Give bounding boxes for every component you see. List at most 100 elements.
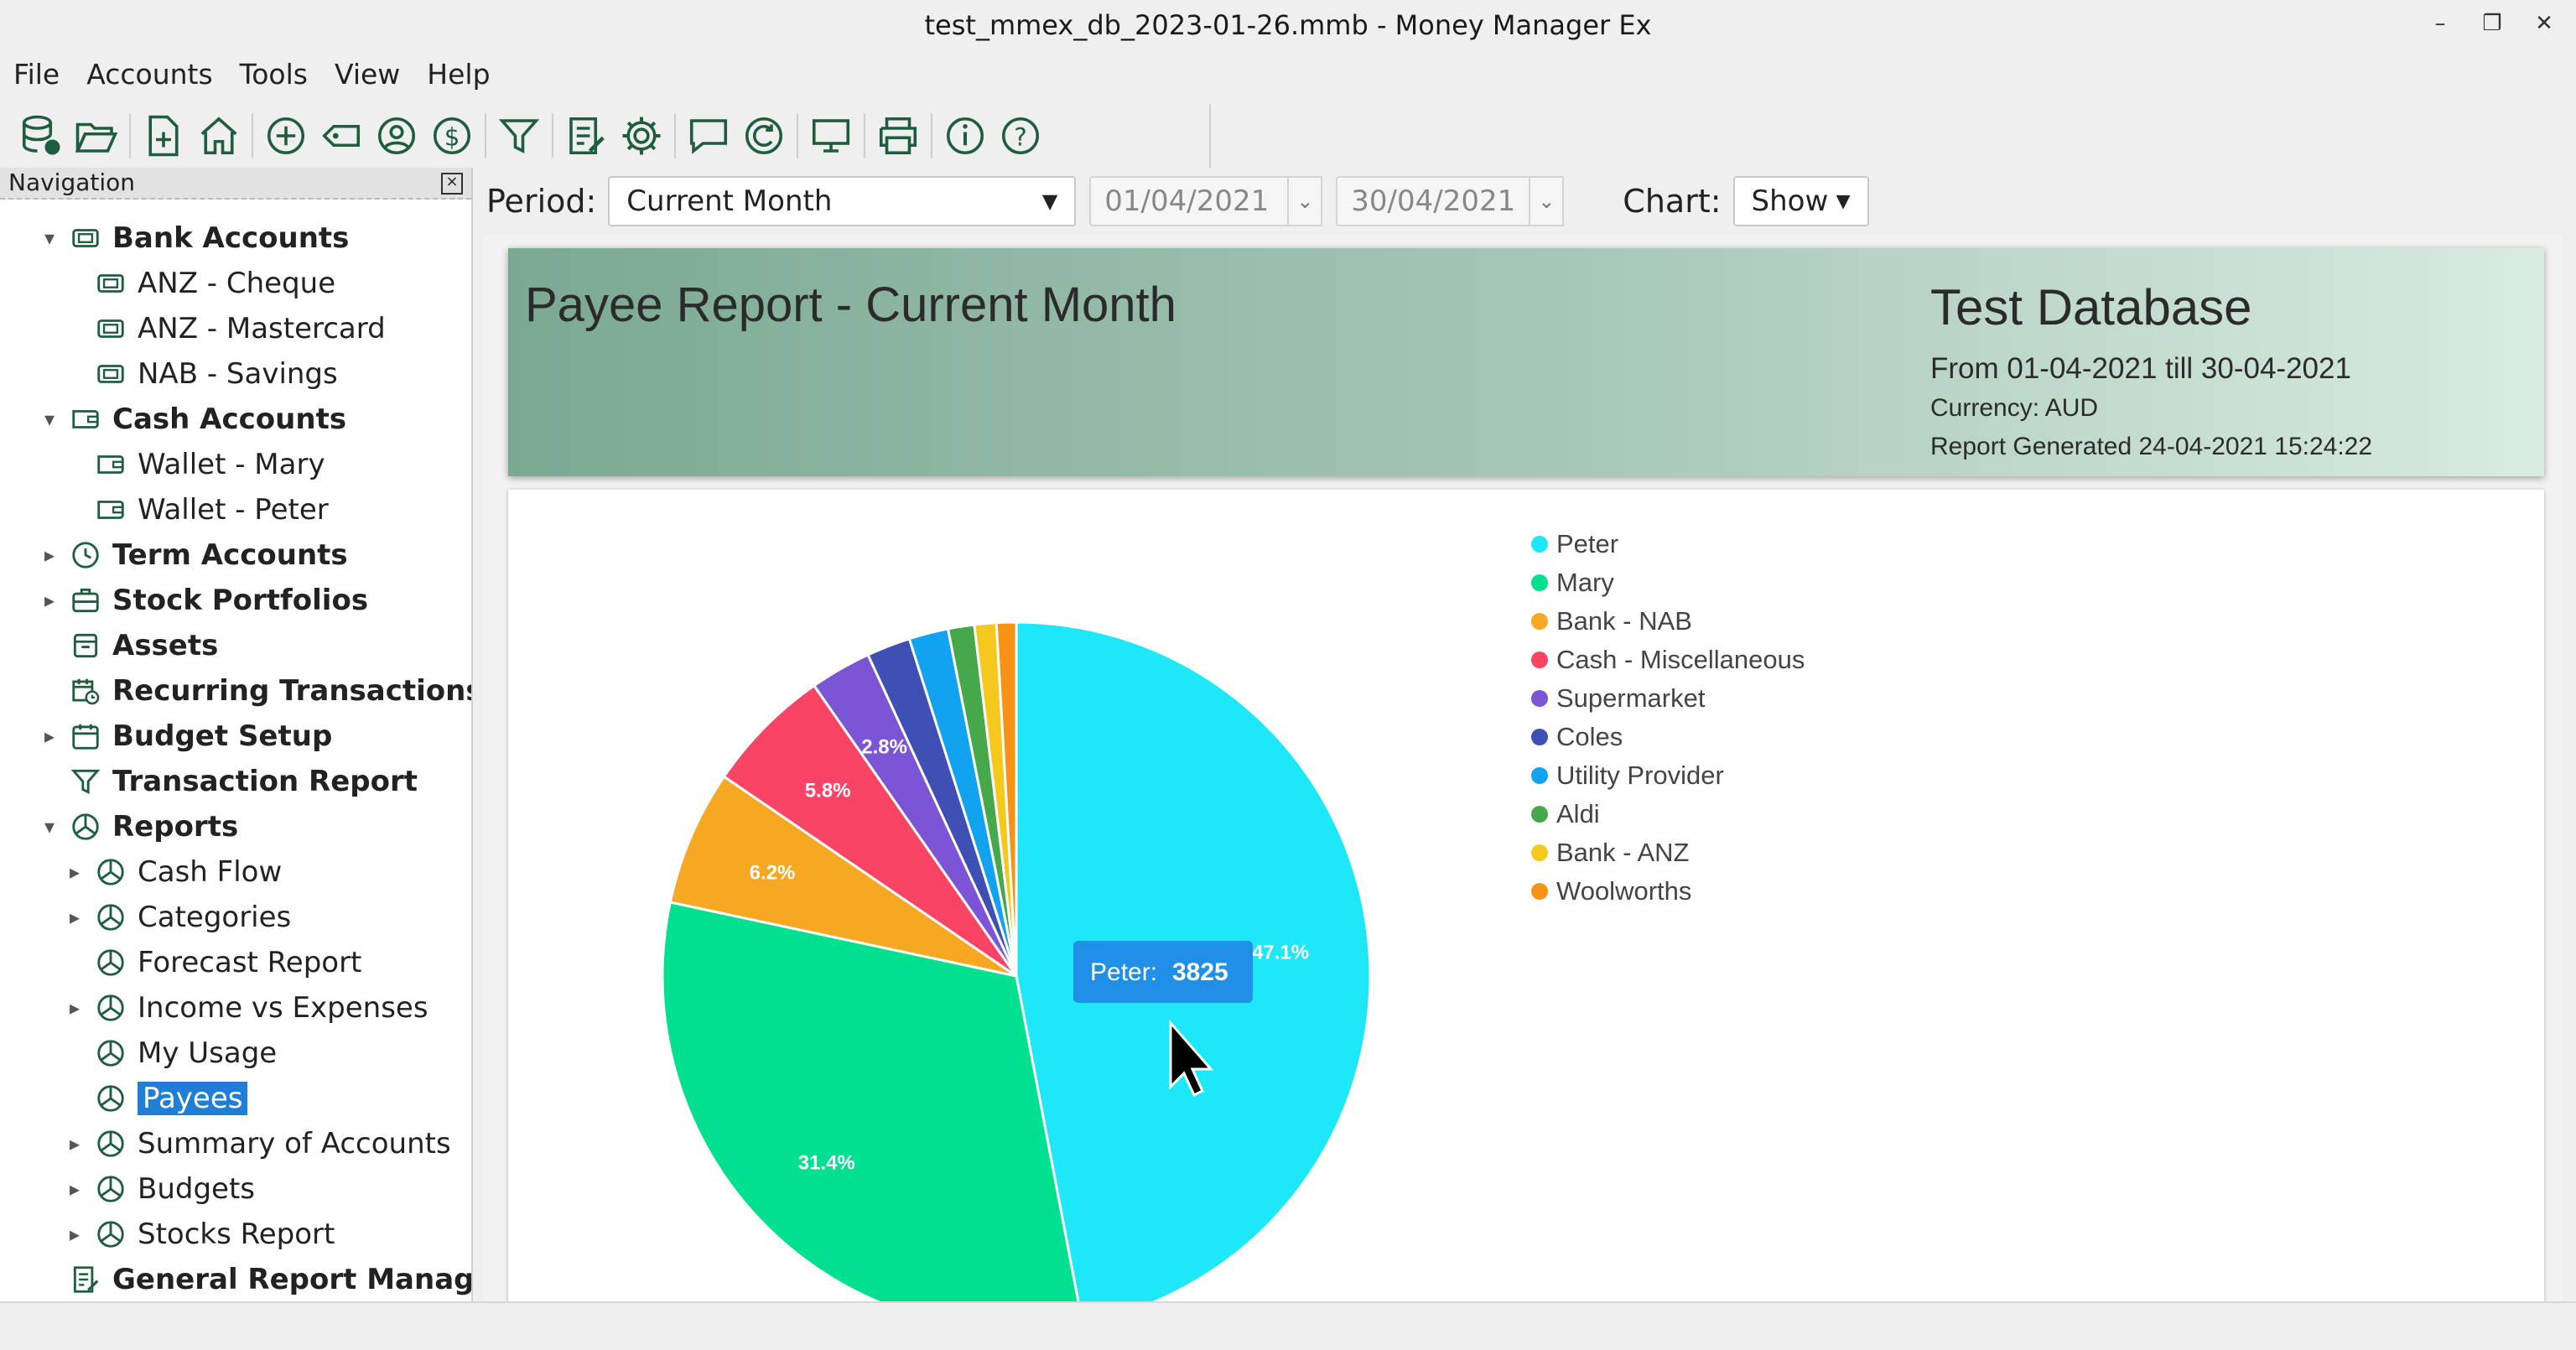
- expand-arrow-icon[interactable]: ▸: [69, 996, 80, 1020]
- legend-item[interactable]: Aldi: [1531, 795, 1805, 833]
- payees-button[interactable]: [369, 108, 424, 164]
- expand-arrow-icon[interactable]: ▸: [69, 1223, 80, 1246]
- legend-item[interactable]: Utility Provider: [1531, 756, 1805, 795]
- menu-tools[interactable]: Tools: [239, 57, 308, 91]
- add-circle-icon: [267, 117, 305, 155]
- nav-item-income-vs-expenses[interactable]: ▸ Income vs Expenses: [62, 986, 428, 1030]
- home-button[interactable]: [191, 108, 247, 164]
- settings-button[interactable]: [614, 108, 669, 164]
- date-to-field[interactable]: 30/04/2021: [1336, 176, 1531, 226]
- currency-button[interactable]: $: [424, 108, 480, 164]
- nav-item-nab-savings[interactable]: NAB - Savings: [62, 352, 338, 396]
- legend-item[interactable]: Bank - NAB: [1531, 602, 1805, 641]
- wallet-icon: [94, 493, 127, 527]
- minimize-icon[interactable]: –: [2434, 11, 2446, 36]
- gear-icon: [622, 117, 661, 155]
- collapse-arrow-icon[interactable]: ▾: [44, 815, 55, 839]
- pie-icon: [94, 946, 127, 979]
- new-transaction-button[interactable]: [258, 108, 314, 164]
- refresh-button[interactable]: [736, 108, 792, 164]
- nav-item-anz-mastercard[interactable]: ANZ - Mastercard: [62, 307, 386, 350]
- close-panel-icon[interactable]: ×: [441, 173, 463, 195]
- menu-view[interactable]: View: [334, 57, 401, 91]
- nav-item-budgets[interactable]: ▸ Budgets: [62, 1167, 255, 1211]
- nav-item-label: Reports: [112, 810, 239, 844]
- nav-item-forecast-report[interactable]: Forecast Report: [62, 941, 361, 984]
- nav-item-transaction-report[interactable]: Transaction Report: [37, 760, 418, 803]
- maximize-icon[interactable]: ❐: [2482, 11, 2502, 36]
- nav-item-label: Summary of Accounts: [138, 1127, 451, 1160]
- open-database-button[interactable]: [69, 108, 124, 164]
- expand-arrow-icon[interactable]: ▸: [44, 724, 55, 748]
- expand-arrow-icon[interactable]: ▸: [69, 860, 80, 884]
- nav-item-cash-flow[interactable]: ▸ Cash Flow: [62, 850, 282, 894]
- legend-item[interactable]: Bank - ANZ: [1531, 833, 1805, 872]
- new-file-button[interactable]: [136, 108, 191, 164]
- legend-item[interactable]: Mary: [1531, 563, 1805, 602]
- date-from-dropdown-icon[interactable]: ⌄: [1289, 176, 1323, 226]
- pie-slice-cash-miscellaneous[interactable]: [722, 683, 1018, 978]
- nav-item-bank-accounts[interactable]: ▾ Bank Accounts: [37, 216, 349, 260]
- nav-item-payees[interactable]: Payees: [62, 1077, 248, 1120]
- legend-item[interactable]: Coles: [1531, 718, 1805, 756]
- nav-item-cash-accounts[interactable]: ▾ Cash Accounts: [37, 397, 346, 441]
- filter-button[interactable]: [491, 108, 547, 164]
- nav-item-my-usage[interactable]: My Usage: [62, 1031, 277, 1075]
- nav-item-wallet-peter[interactable]: Wallet - Peter: [62, 488, 329, 532]
- menu-file[interactable]: File: [13, 57, 60, 91]
- expand-arrow-icon[interactable]: ▸: [44, 543, 55, 567]
- date-to-dropdown-icon[interactable]: ⌄: [1530, 176, 1565, 226]
- expand-arrow-icon[interactable]: ▸: [69, 1132, 80, 1155]
- nav-item-general-report-manager[interactable]: General Report Manager: [37, 1258, 471, 1301]
- report-controls: Period: Current Month ▼ 01/04/2021 ⌄ 30/…: [486, 173, 1869, 230]
- new-database-button[interactable]: [13, 108, 69, 164]
- nav-item-term-accounts[interactable]: ▸ Term Accounts: [37, 533, 348, 577]
- nav-item-anz-cheque[interactable]: ANZ - Cheque: [62, 262, 335, 305]
- collapse-arrow-icon[interactable]: ▾: [44, 408, 55, 431]
- close-icon[interactable]: ✕: [2535, 11, 2553, 36]
- pie-slice-mary[interactable]: [661, 901, 1083, 1301]
- legend-item[interactable]: Peter: [1531, 525, 1805, 563]
- nav-item-reports[interactable]: ▾ Reports: [37, 805, 238, 849]
- nav-item-label: Cash Accounts: [112, 402, 347, 436]
- tags-button[interactable]: [314, 108, 369, 164]
- legend-item[interactable]: Woolworths: [1531, 872, 1805, 911]
- nav-item-wallet-mary[interactable]: Wallet - Mary: [62, 443, 325, 486]
- feedback-button[interactable]: [681, 108, 736, 164]
- period-select[interactable]: Current Month ▼: [608, 176, 1077, 226]
- nav-item-categories[interactable]: ▸ Categories: [62, 896, 291, 939]
- nav-item-assets[interactable]: Assets: [37, 624, 218, 667]
- nav-item-recurring-transactions[interactable]: Recurring Transactions: [37, 669, 473, 713]
- wallet-icon: [69, 402, 102, 436]
- about-button[interactable]: [937, 108, 993, 164]
- report-header: Payee Report - Current Month Test Databa…: [508, 248, 2544, 476]
- pie-data-label: 5.8%: [805, 779, 851, 802]
- title-bar: test_mmex_db_2023-01-26.mmb - Money Mana…: [0, 0, 2576, 50]
- expand-arrow-icon[interactable]: ▸: [69, 906, 80, 929]
- legend-item[interactable]: Supermarket: [1531, 679, 1805, 718]
- bank-icon: [69, 221, 102, 255]
- nav-item-summary-of-accounts[interactable]: ▸ Summary of Accounts: [62, 1122, 451, 1166]
- help-button[interactable]: ?: [993, 108, 1048, 164]
- fullscreen-button[interactable]: [803, 108, 859, 164]
- nav-item-stock-portfolios[interactable]: ▸ Stock Portfolios: [37, 579, 368, 622]
- nav-item-label: Recurring Transactions: [112, 674, 473, 708]
- collapse-arrow-icon[interactable]: ▾: [44, 226, 55, 250]
- report-edit-icon: [569, 117, 605, 155]
- chart-select[interactable]: Show ▼: [1732, 176, 1869, 226]
- nav-item-label: Forecast Report: [138, 946, 362, 979]
- menu-help[interactable]: Help: [427, 57, 491, 91]
- date-from-field[interactable]: 01/04/2021: [1089, 176, 1290, 226]
- help-icon: ?: [1001, 117, 1040, 155]
- print-button[interactable]: [870, 108, 926, 164]
- legend-item[interactable]: Cash - Miscellaneous: [1531, 641, 1805, 679]
- pie-slice-bank-nab[interactable]: [668, 775, 1017, 978]
- report-manager-button[interactable]: [558, 108, 614, 164]
- expand-arrow-icon[interactable]: ▸: [44, 589, 55, 612]
- nav-item-budget-setup[interactable]: ▸ Budget Setup: [37, 714, 332, 758]
- pie-slice-woolworths[interactable]: [995, 620, 1018, 977]
- expand-arrow-icon[interactable]: ▸: [69, 1177, 80, 1201]
- nav-item-label: ANZ - Cheque: [138, 267, 336, 300]
- menu-accounts[interactable]: Accounts: [86, 57, 213, 91]
- nav-item-stocks-report[interactable]: ▸ Stocks Report: [62, 1212, 335, 1256]
